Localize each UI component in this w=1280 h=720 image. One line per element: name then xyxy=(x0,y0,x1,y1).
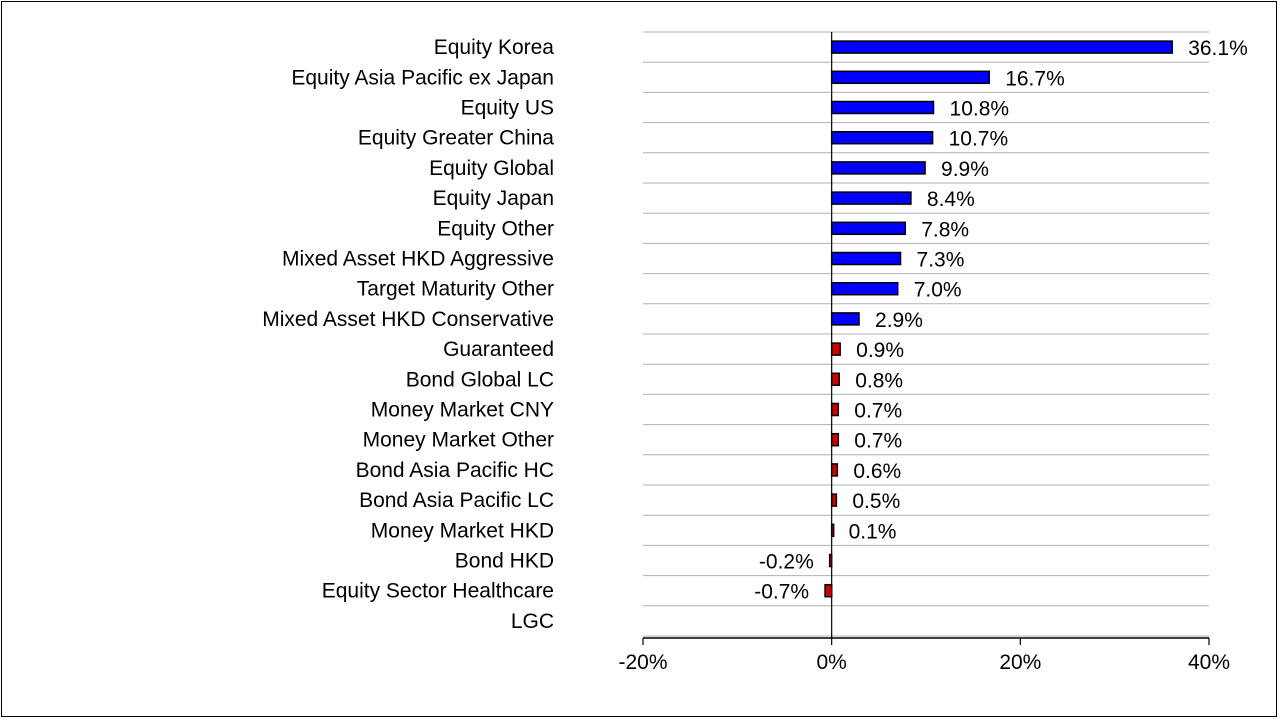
value-label: 0.5% xyxy=(852,490,900,513)
x-tick-label: -20% xyxy=(618,651,667,674)
value-label: 9.9% xyxy=(941,158,989,181)
category-label: Target Maturity Other xyxy=(357,278,554,301)
bar xyxy=(830,432,840,447)
bar xyxy=(830,493,838,507)
x-tick-label: 20% xyxy=(999,651,1041,674)
category-label: Guaranteed xyxy=(443,338,554,361)
value-label: 2.9% xyxy=(875,309,923,332)
category-label: Money Market Other xyxy=(363,429,554,452)
category-label: Equity Korea xyxy=(434,36,555,59)
category-label: Equity Asia Pacific ex Japan xyxy=(291,66,554,89)
value-label: 36.1% xyxy=(1188,37,1248,60)
value-label: 0.7% xyxy=(854,400,902,423)
value-label: 8.4% xyxy=(927,188,975,211)
category-label: Bond Asia Pacific LC xyxy=(359,489,554,512)
category-label: Equity Other xyxy=(437,217,554,240)
category-label: Money Market HKD xyxy=(371,519,554,542)
bar xyxy=(830,40,1173,54)
x-tick-label: 0% xyxy=(816,651,846,674)
category-label: Equity Global xyxy=(429,157,554,180)
value-label: 7.0% xyxy=(914,279,962,302)
bar xyxy=(830,523,835,538)
bar xyxy=(830,130,934,145)
value-label: 10.7% xyxy=(949,128,1009,151)
value-label: -0.7% xyxy=(754,581,809,604)
bar xyxy=(830,463,839,477)
bar xyxy=(830,312,860,326)
bar xyxy=(830,281,899,296)
category-label: Mixed Asset HKD Aggressive xyxy=(282,248,554,271)
bar xyxy=(830,402,840,417)
value-label: 7.3% xyxy=(917,249,965,272)
value-label: 10.8% xyxy=(950,98,1010,121)
category-label: Equity US xyxy=(461,97,554,120)
bar xyxy=(828,553,833,568)
x-tick-label: 40% xyxy=(1188,651,1230,674)
category-label: Bond Asia Pacific HC xyxy=(356,459,554,482)
category-label: Money Market CNY xyxy=(371,399,554,422)
bar xyxy=(830,100,935,115)
bar xyxy=(830,70,990,85)
category-label: Equity Sector Healthcare xyxy=(322,580,554,603)
bar xyxy=(830,342,841,356)
value-label: 7.8% xyxy=(921,218,969,241)
value-label: 16.7% xyxy=(1005,67,1065,90)
value-label: 0.6% xyxy=(853,460,901,483)
category-label: Equity Japan xyxy=(433,187,554,210)
category-label: Mixed Asset HKD Conservative xyxy=(262,308,554,331)
category-label: Bond HKD xyxy=(455,550,554,573)
value-label: 0.8% xyxy=(855,369,903,392)
category-label: Equity Greater China xyxy=(358,127,554,150)
bar xyxy=(830,191,912,205)
bar xyxy=(824,583,833,598)
bar xyxy=(830,251,902,266)
value-label: -0.2% xyxy=(759,551,814,574)
value-label: 0.1% xyxy=(849,520,897,543)
bar xyxy=(830,221,906,236)
bar xyxy=(830,161,926,175)
bar xyxy=(830,372,840,387)
category-label: LGC xyxy=(511,610,554,633)
value-label: 0.7% xyxy=(854,430,902,453)
category-label: Bond Global LC xyxy=(406,368,554,391)
value-label: 0.9% xyxy=(856,339,904,362)
